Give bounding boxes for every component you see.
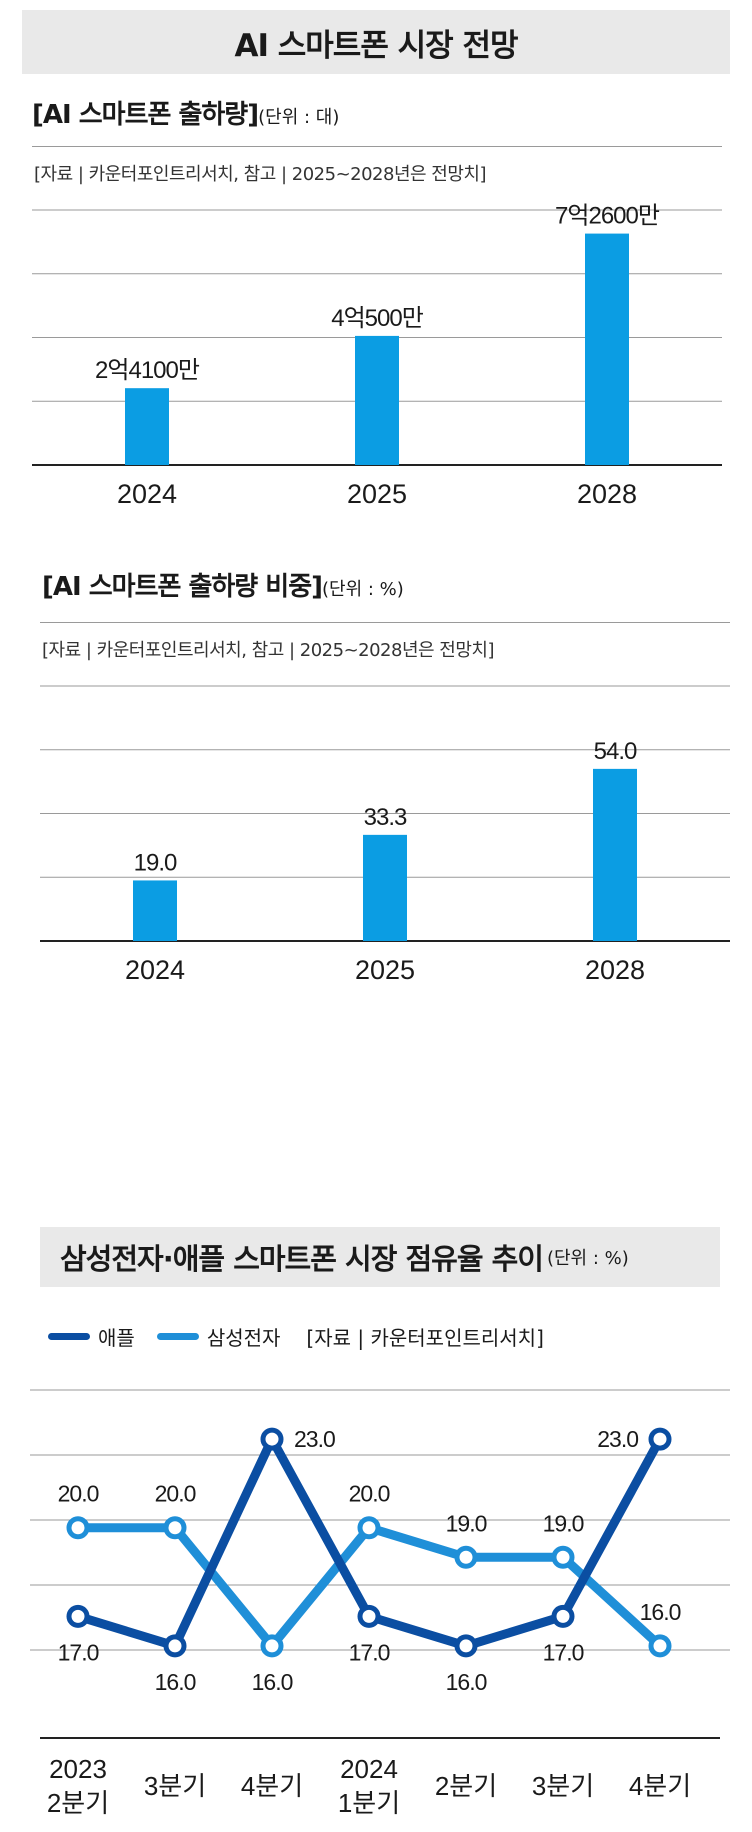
chart3-data-label-samsung: 19.0 <box>543 1510 584 1536</box>
chart3-point-apple <box>163 1634 187 1658</box>
chart3-point-samsung <box>648 1634 672 1658</box>
chart1-bar-chart: 2억4100만 2024 4억500만 2025 7억2600만 2028 <box>32 203 722 509</box>
chart3-point-apple <box>66 1604 90 1628</box>
chart3-point-samsung <box>260 1634 284 1658</box>
chart3-category-label: 2분기 <box>435 1771 497 1801</box>
chart3-data-label-apple: 23.0 <box>597 1426 638 1452</box>
chart3-data-label-apple: 23.0 <box>294 1426 335 1452</box>
legend-item-apple: 애플 <box>48 1322 135 1351</box>
chart3-legend: 애플 삼성전자 [자료 | 카운터포인트리서치] <box>48 1322 544 1351</box>
chart3-category-year: 2024 <box>340 1754 398 1784</box>
chart1-source: [자료 | 카운터포인트리서치, 참고 | 2025~2028년은 전망치] <box>34 164 487 185</box>
chart3-series-line-samsung <box>73 1523 665 1651</box>
chart1-value-label: 7억2600만 <box>555 203 660 230</box>
chart3-category-label: 3분기 <box>532 1771 594 1801</box>
chart3-point-samsung <box>357 1516 381 1540</box>
chart3-data-label-samsung: 20.0 <box>155 1481 196 1507</box>
chart2-value-label: 54.0 <box>594 738 637 765</box>
chart2-category-label: 2028 <box>585 955 645 985</box>
chart2-bar-chart: 19.0 2024 33.3 2025 54.0 2028 <box>40 685 730 985</box>
chart2-bar <box>363 834 407 941</box>
chart2-value-label: 19.0 <box>134 849 177 876</box>
chart3-source: [자료 | 카운터포인트리서치] <box>306 1326 544 1350</box>
chart2-category-label: 2024 <box>125 955 185 985</box>
chart3-point-apple <box>357 1604 381 1628</box>
chart1-title-group: [AI 스마트폰 출하량](단위 : 대) <box>32 94 339 131</box>
chart3-title: 삼성전자·애플 스마트폰 시장 점유율 추이 <box>60 1242 544 1276</box>
chart1-title: [AI 스마트폰 출하량] <box>32 100 259 130</box>
chart1-bar <box>585 233 629 465</box>
chart3-category-label: 3분기 <box>144 1771 206 1801</box>
chart3-point-apple <box>454 1634 478 1658</box>
chart1-bar <box>355 335 399 465</box>
chart3-point-apple <box>551 1604 575 1628</box>
chart2-unit: (단위 : %) <box>322 579 404 600</box>
chart3-data-label-apple: 16.0 <box>446 1669 487 1695</box>
chart3-data-label-samsung: 19.0 <box>446 1510 487 1536</box>
chart1-value-label: 2억4100만 <box>95 357 200 384</box>
chart1-unit: (단위 : 대) <box>258 107 340 128</box>
legend-swatch-samsung <box>156 1333 199 1340</box>
legend-item-samsung: 삼성전자 <box>156 1322 281 1351</box>
chart3-category-year: 2023 <box>49 1754 107 1784</box>
chart3-category-label: 4분기 <box>241 1771 303 1801</box>
chart3-point-samsung <box>551 1545 575 1569</box>
legend-swatch-apple <box>48 1333 90 1340</box>
page-title-banner: AI 스마트폰 시장 전망 <box>22 10 730 74</box>
chart1-category-label: 2028 <box>577 479 637 509</box>
chart1-value-label: 4억500만 <box>331 305 423 332</box>
chart3-data-label-apple: 17.0 <box>58 1639 99 1665</box>
chart3-data-label-apple: 17.0 <box>543 1639 584 1665</box>
chart2-value-label: 33.3 <box>364 804 407 831</box>
legend-label-samsung: 삼성전자 <box>206 1326 281 1350</box>
chart3-data-label-samsung: 16.0 <box>640 1599 681 1625</box>
chart3-point-apple <box>648 1427 672 1451</box>
chart2-source: [자료 | 카운터포인트리서치, 참고 | 2025~2028년은 전망치] <box>42 640 495 661</box>
chart3-data-label-samsung: 20.0 <box>58 1481 99 1507</box>
chart3-data-label-apple: 17.0 <box>349 1639 390 1665</box>
chart2-title: [AI 스마트폰 출하량 비중] <box>42 572 323 602</box>
chart2-category-label: 2025 <box>355 955 415 985</box>
chart2-top-rule <box>40 622 730 623</box>
chart1-bar <box>125 388 169 465</box>
chart2-title-group: [AI 스마트폰 출하량 비중](단위 : %) <box>42 566 404 603</box>
chart3-data-label-samsung: 20.0 <box>349 1481 390 1507</box>
chart3-point-apple <box>260 1427 284 1451</box>
chart3-data-label-samsung: 16.0 <box>252 1669 293 1695</box>
page-title: AI 스마트폰 시장 전망 <box>234 27 518 64</box>
chart1-category-label: 2025 <box>347 479 407 509</box>
chart1-top-rule <box>32 146 722 147</box>
chart3-category-label: 1분기 <box>338 1788 400 1818</box>
chart3-category-label: 4분기 <box>629 1771 691 1801</box>
chart3-category-label: 2분기 <box>47 1788 109 1818</box>
chart3-point-samsung <box>454 1545 478 1569</box>
chart3-data-label-apple: 16.0 <box>155 1669 196 1695</box>
chart3-unit: (단위 : %) <box>546 1248 629 1269</box>
chart3-point-samsung <box>66 1516 90 1540</box>
chart2-bar <box>133 880 177 941</box>
chart1-category-label: 2024 <box>117 479 177 509</box>
chart3-title-banner: 삼성전자·애플 스마트폰 시장 점유율 추이 (단위 : %) <box>40 1227 720 1287</box>
chart3-line-chart: 17.0 16.0 23.0 17.0 16.0 17.0 23.0 20.0 20.0 16.0… <box>30 1389 730 1818</box>
chart2-bar <box>593 768 637 941</box>
legend-label-apple: 애플 <box>98 1326 135 1350</box>
chart3-point-samsung <box>163 1516 187 1540</box>
